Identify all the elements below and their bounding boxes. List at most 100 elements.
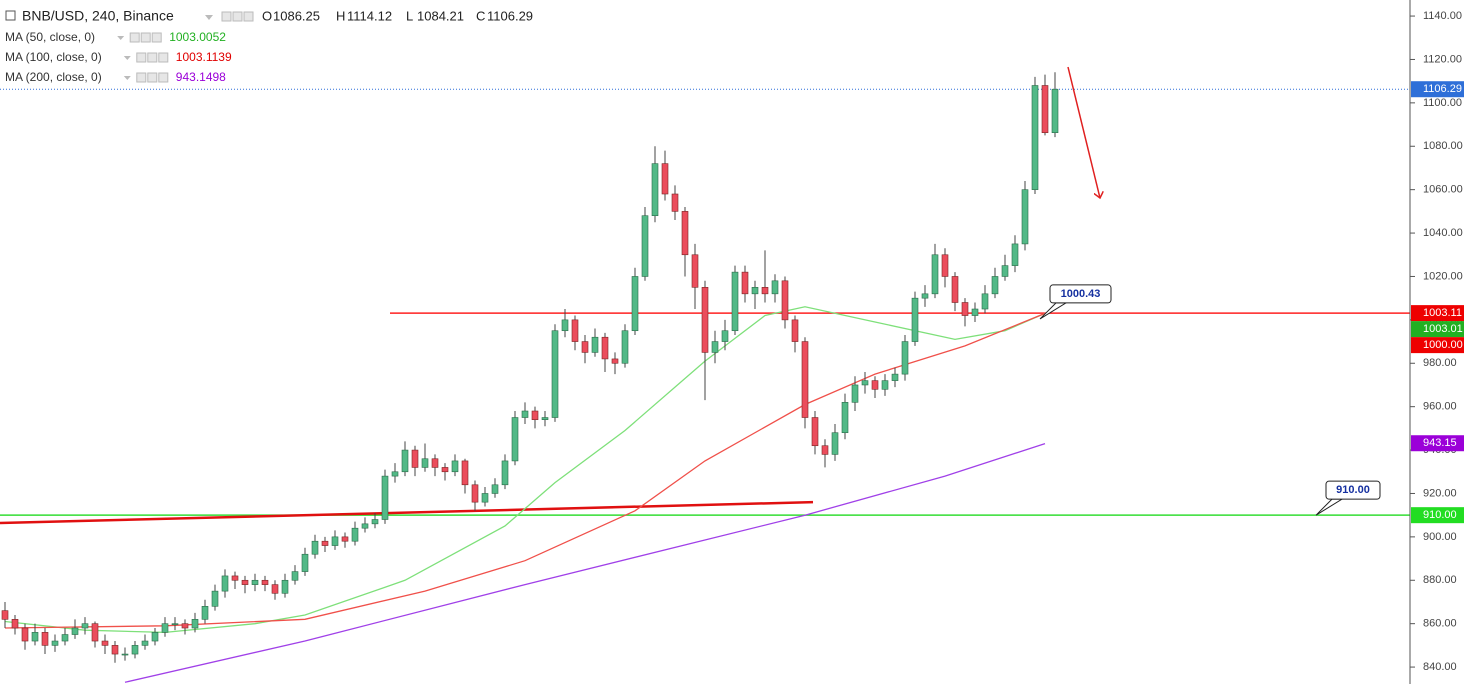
legend-icon[interactable]	[136, 72, 147, 83]
candle-body	[111, 645, 119, 655]
dropdown-caret[interactable]	[123, 76, 131, 80]
candle-body	[121, 653, 129, 656]
candle-body	[761, 287, 769, 295]
y-tick-label: 920.00	[1423, 487, 1457, 499]
candle-body	[81, 623, 89, 629]
y-tick-label: 840.00	[1423, 661, 1457, 673]
y-tick-label: 860.00	[1423, 618, 1457, 630]
legend-icon[interactable]	[136, 52, 147, 63]
dropdown-caret[interactable]	[123, 56, 131, 60]
candle-body	[271, 584, 279, 594]
candle-body	[471, 484, 479, 503]
candle-body	[741, 271, 749, 295]
candle-body	[931, 254, 939, 295]
candle-body	[391, 471, 399, 477]
candle-body	[1001, 265, 1009, 277]
moving-average-line	[4, 306, 1046, 634]
candle-body	[511, 417, 519, 462]
ohlc-label: H	[336, 8, 345, 23]
candle-body	[651, 163, 659, 217]
candle-body	[791, 319, 799, 342]
candle-body	[811, 417, 819, 447]
candle-body	[751, 287, 759, 295]
dropdown-caret[interactable]	[205, 15, 213, 20]
ohlc-value: 1086.25	[273, 8, 320, 23]
y-tick-label: 960.00	[1423, 401, 1457, 413]
trend-line	[0, 500, 814, 525]
dropdown-caret[interactable]	[117, 36, 125, 40]
candle-body	[451, 460, 459, 473]
callout-label: 910.00	[1336, 484, 1370, 496]
candle-body	[501, 460, 509, 486]
indicator-value: 1003.0052	[169, 30, 226, 44]
candle-body	[51, 640, 59, 646]
y-tick-label: 980.00	[1423, 357, 1457, 369]
collapse-toggle[interactable]	[5, 10, 16, 21]
price-tag	[1411, 337, 1464, 354]
legend-icon[interactable]	[147, 72, 158, 83]
legend-icon[interactable]	[158, 72, 169, 83]
candle-body	[981, 293, 989, 310]
candle-body	[841, 402, 849, 434]
candle-body	[241, 579, 249, 585]
legend-icon[interactable]	[129, 32, 140, 43]
candle-body	[971, 308, 979, 316]
moving-average-line	[124, 442, 1046, 683]
candle-body	[851, 384, 859, 403]
moving-average-line	[4, 312, 1046, 629]
price-tag-label: 910.00	[1423, 509, 1457, 521]
candle-body	[801, 341, 809, 418]
candle-body	[351, 527, 359, 542]
candle-body	[541, 417, 549, 420]
y-tick-label: 1140.00	[1423, 10, 1462, 22]
legend-icon[interactable]	[221, 11, 232, 22]
indicator-name: MA (50, close, 0)	[5, 30, 95, 44]
candle-body	[911, 297, 919, 342]
candle-body	[381, 475, 389, 520]
candle-body	[421, 458, 429, 468]
callout-pointer	[1039, 302, 1068, 320]
ohlc-value: 1084.21	[417, 8, 464, 23]
candle-body	[991, 276, 999, 295]
candle-body	[671, 193, 679, 212]
candle-body	[151, 632, 159, 642]
candle-body	[311, 540, 319, 555]
candle-body	[611, 358, 619, 364]
candle-body	[461, 460, 469, 486]
callout-box	[1325, 480, 1381, 500]
legend-icon[interactable]	[243, 11, 254, 22]
legend-icon[interactable]	[147, 52, 158, 63]
candle-body	[891, 373, 899, 381]
candle-body	[31, 632, 39, 642]
candle-body	[1021, 189, 1029, 245]
y-tick-label: 1100.00	[1423, 97, 1462, 109]
legend-icon[interactable]	[151, 32, 162, 43]
candle-body	[1041, 85, 1049, 133]
candle-body	[331, 536, 339, 546]
candle-body	[921, 293, 929, 299]
y-tick-label: 1020.00	[1423, 270, 1463, 282]
candle-body	[621, 330, 629, 364]
legend-icon[interactable]	[232, 11, 243, 22]
legend-icon[interactable]	[158, 52, 169, 63]
callout-pointer	[1315, 498, 1344, 516]
y-tick-label: 880.00	[1423, 574, 1457, 586]
candle-body	[661, 163, 669, 195]
candle-body	[201, 606, 209, 620]
candle-body	[561, 319, 569, 332]
candle-body	[161, 623, 169, 633]
candle-body	[1051, 88, 1059, 133]
indicator-name: MA (100, close, 0)	[5, 50, 102, 64]
legend-icon[interactable]	[140, 32, 151, 43]
candle-body	[71, 627, 79, 635]
candle-body	[321, 540, 329, 546]
indicator-value: 943.1498	[176, 70, 226, 84]
price-tag	[1411, 81, 1464, 98]
candle-body	[211, 590, 219, 607]
price-tag	[1411, 507, 1464, 524]
candle-body	[21, 627, 29, 642]
candle-body	[771, 280, 779, 295]
candle-body	[571, 319, 579, 342]
candle-body	[521, 410, 529, 418]
